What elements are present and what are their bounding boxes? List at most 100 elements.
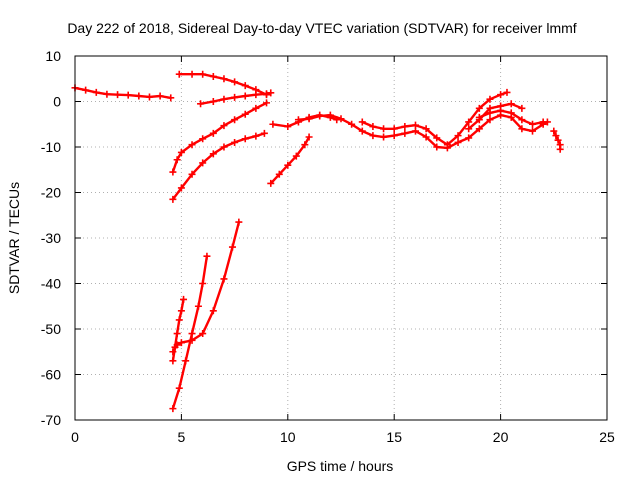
data-point bbox=[475, 125, 483, 133]
data-point bbox=[292, 152, 300, 160]
data-point bbox=[177, 184, 185, 192]
data-point bbox=[182, 357, 190, 365]
data-point bbox=[175, 384, 183, 392]
data-point bbox=[169, 195, 177, 203]
data-point bbox=[199, 280, 207, 287]
data-point bbox=[454, 138, 462, 146]
x-tick-label: 25 bbox=[599, 429, 615, 445]
data-point bbox=[529, 120, 537, 128]
y-tick-label: -70 bbox=[41, 412, 61, 428]
data-point bbox=[173, 330, 181, 338]
data-point bbox=[518, 116, 526, 124]
data-point bbox=[188, 170, 196, 178]
data-point bbox=[539, 118, 547, 126]
data-point bbox=[199, 330, 207, 338]
data-point bbox=[209, 150, 217, 158]
data-point bbox=[203, 252, 211, 260]
data-point bbox=[169, 357, 177, 365]
data-point bbox=[267, 89, 275, 97]
series-line bbox=[171, 220, 241, 353]
data-point bbox=[188, 70, 196, 78]
data-point bbox=[358, 127, 366, 135]
data-point bbox=[507, 109, 515, 117]
series-arc-15 bbox=[169, 295, 188, 365]
data-point bbox=[199, 135, 207, 143]
x-tick-label: 15 bbox=[386, 429, 402, 445]
data-point bbox=[433, 134, 441, 142]
data-point bbox=[231, 78, 239, 86]
data-point bbox=[169, 405, 177, 413]
data-point bbox=[475, 104, 483, 112]
data-point bbox=[411, 127, 419, 135]
data-point bbox=[209, 98, 217, 105]
series-arc-14 bbox=[169, 218, 243, 356]
data-point bbox=[260, 129, 268, 137]
data-point bbox=[550, 127, 558, 135]
data-point bbox=[507, 100, 515, 108]
data-point bbox=[267, 179, 275, 187]
data-point bbox=[454, 132, 462, 140]
y-tick-label: -10 bbox=[41, 139, 61, 155]
y-tick-label: -30 bbox=[41, 230, 61, 246]
series-arc-11 bbox=[475, 107, 547, 128]
data-point bbox=[169, 168, 177, 176]
data-point bbox=[252, 132, 260, 140]
axis-ticks bbox=[74, 55, 608, 421]
data-point bbox=[497, 91, 505, 99]
data-point bbox=[380, 125, 388, 133]
data-point bbox=[294, 116, 302, 124]
data-point bbox=[199, 159, 207, 167]
data-point bbox=[556, 145, 564, 153]
y-tick-label: -20 bbox=[41, 185, 61, 201]
data-point bbox=[326, 111, 334, 119]
data-point bbox=[518, 125, 526, 133]
data-point bbox=[486, 95, 494, 103]
data-point bbox=[269, 120, 277, 128]
data-point bbox=[369, 123, 377, 131]
y-tick-label: -40 bbox=[41, 276, 61, 292]
data-point bbox=[337, 115, 345, 123]
data-point bbox=[145, 93, 153, 101]
data-point bbox=[235, 218, 243, 226]
data-point bbox=[301, 141, 309, 149]
data-point bbox=[252, 91, 260, 99]
data-point bbox=[92, 88, 100, 96]
data-point bbox=[422, 125, 430, 133]
data-point bbox=[348, 120, 356, 128]
data-point bbox=[380, 133, 388, 141]
x-tick-label: 5 bbox=[178, 429, 186, 445]
data-series bbox=[71, 70, 564, 413]
x-tick-label: 10 bbox=[280, 429, 296, 445]
data-point bbox=[263, 99, 271, 107]
data-point bbox=[177, 148, 185, 156]
data-point bbox=[252, 104, 260, 112]
series-arc-6 bbox=[267, 133, 313, 187]
data-point bbox=[411, 121, 419, 129]
data-point bbox=[177, 307, 185, 315]
data-point bbox=[486, 109, 494, 117]
data-point bbox=[241, 135, 249, 143]
data-point bbox=[173, 156, 181, 164]
data-point bbox=[433, 143, 441, 151]
series-arc-13 bbox=[169, 252, 211, 413]
data-point bbox=[220, 143, 228, 151]
data-point bbox=[369, 132, 377, 140]
data-point bbox=[135, 92, 143, 100]
data-point bbox=[177, 339, 185, 347]
data-point bbox=[241, 82, 249, 90]
data-point bbox=[275, 170, 283, 178]
series-arc-12 bbox=[550, 127, 564, 153]
data-point bbox=[465, 118, 473, 126]
data-point bbox=[529, 127, 537, 135]
series-line bbox=[171, 132, 266, 201]
x-axis-label: GPS time / hours bbox=[287, 458, 394, 474]
data-point bbox=[175, 316, 183, 324]
data-point bbox=[263, 90, 271, 98]
data-point bbox=[103, 90, 111, 98]
data-point bbox=[284, 123, 292, 131]
data-point bbox=[209, 307, 217, 315]
data-point bbox=[197, 100, 205, 108]
series-arc-3 bbox=[197, 89, 275, 108]
data-point bbox=[390, 132, 398, 140]
data-point bbox=[465, 134, 473, 142]
